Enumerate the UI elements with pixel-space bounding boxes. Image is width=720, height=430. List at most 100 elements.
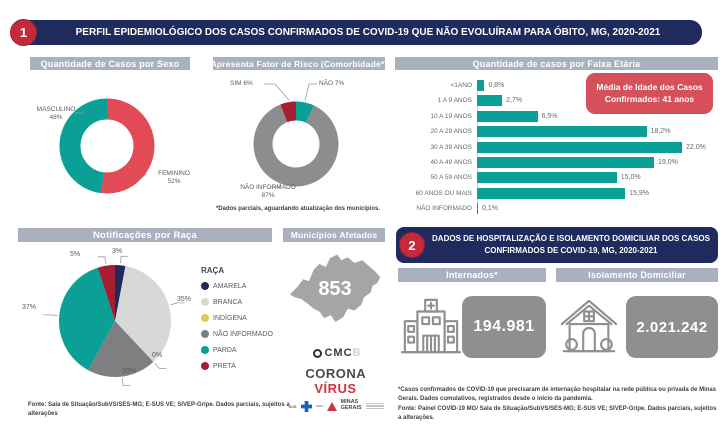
bar-category-label: 1 A 9 ANOS — [437, 97, 472, 105]
sus-logo-text: SUS — [288, 403, 297, 409]
legend-label: AMARELA — [213, 282, 247, 290]
raca-label-parda: 37% — [22, 304, 36, 312]
footnote-right: *Casos confirmados de COVID-19 que preci… — [398, 386, 718, 423]
internados-value: 194.981 — [473, 318, 535, 335]
panel-raca-header: Notificações por Raça — [18, 228, 272, 242]
leader-line — [121, 378, 131, 386]
bar-row-n-o-informado: NÃO INFORMADO 0,1% — [398, 203, 718, 214]
isolamento-title: Isolamento Domiciliar — [588, 270, 686, 280]
legend-item-parda: PARDA — [201, 342, 273, 358]
comorbidade-label-sim-value: 6% — [243, 80, 253, 87]
bar-value-label: 18,2% — [650, 128, 671, 136]
panel-comorbidade-header: Apresenta Fator de Risco (Comorbidade*) — [211, 57, 387, 70]
section2-badge-number: 2 — [408, 237, 416, 253]
section1-header: PERFIL EPIDEMIOLÓGICO DOS CASOS CONFIRMA… — [18, 20, 702, 45]
cmc-logo-icon — [313, 348, 323, 358]
logo-divider — [315, 405, 323, 407]
comorbidade-footnote: *Dados parciais, aguardando atualização … — [198, 205, 398, 214]
raca-label-amarela: 3% — [112, 248, 122, 256]
sexo-donut-chart — [59, 98, 155, 194]
bar-fill — [477, 141, 682, 153]
raca-value-nao-informado: 20% — [122, 368, 137, 375]
pie-slice-não-informado — [88, 321, 154, 377]
bar-category-label: NÃO INFORMADO — [416, 205, 472, 212]
section2-title: DADOS DE HOSPITALIZAÇÃO E ISOLAMENTO DOM… — [432, 234, 710, 255]
panel-municipios-title: Municípios Afetados — [290, 230, 378, 240]
bar-row-1-a-9-anos: 1 A 9 ANOS 2,7% — [398, 95, 718, 107]
raca-value-indigena: 0% — [152, 352, 163, 359]
legend-swatch — [201, 330, 209, 338]
bar-track: 0,8% — [477, 80, 718, 91]
bar-track: 6,5% — [477, 110, 718, 122]
sexo-label-feminino-value: 52% — [167, 177, 181, 185]
legend-item-branca: BRANCA — [201, 294, 273, 310]
faixa-callout-media-idade: Média de Idade dos Casos Confirmados: 41… — [586, 73, 713, 114]
pie-slice-branca — [115, 265, 172, 362]
comorbidade-label-nao-informado: NÃO INFORMADO 87% — [226, 184, 310, 200]
bar-category-label: 10 A 19 ANOS — [430, 112, 472, 120]
raca-value-amarela: 3% — [112, 248, 123, 255]
legend-item-preta: PRETA — [201, 358, 273, 374]
bar-track: 22,0% — [477, 141, 718, 153]
bar-track: 15,0% — [477, 172, 718, 184]
leader-line — [271, 180, 281, 188]
internados-header: Internados* — [398, 268, 546, 282]
section1-badge-number: 1 — [19, 25, 28, 40]
comorbidade-donut-chart — [253, 83, 339, 188]
donut-segment-masculino — [59, 98, 108, 194]
bar-track: 15,9% — [477, 187, 718, 199]
minas-gerais-map — [289, 254, 381, 322]
donut-segment-não — [295, 101, 315, 123]
house-icon — [560, 299, 618, 353]
footnote-right-2: Fonte: Painel COVID-19 MG/ Sala de Situa… — [398, 406, 717, 422]
municipios-count: 853 — [305, 278, 365, 301]
bar-value-label: 15,0% — [620, 174, 641, 182]
cmc-logo-suffix: B — [352, 347, 361, 359]
donut-segment-não-informado — [253, 104, 339, 187]
bar-category-label: 40 A 49 ANOS — [430, 158, 472, 166]
panel-faixa-title: Quantidade de casos por Faixa Etária — [472, 58, 641, 69]
bar-value-label: 0,8% — [488, 82, 505, 89]
minas-gerais-logo-fineprint — [365, 402, 384, 411]
minas-gerais-line1: MINAS — [340, 399, 359, 406]
legend-swatch — [201, 298, 209, 306]
footnote-left: Fonte: Sala de Situação/SubVS/SES-MG; E-… — [28, 401, 308, 418]
leader-line — [97, 256, 107, 264]
bar-value-label: 22,0% — [686, 143, 706, 151]
bar-value-label: 2,7% — [506, 97, 523, 105]
raca-value-branca: 35% — [177, 296, 192, 303]
internados-title: Internados* — [446, 270, 498, 280]
bar-track: 0,1% — [477, 203, 718, 214]
footnote-left-text: Fonte: Sala de Situação/SubVS/SES-MG; E-… — [28, 402, 290, 417]
bar-fill — [477, 95, 503, 107]
minas-gerais-line2: GERAIS — [340, 405, 362, 411]
bar-row-40-a-49-anos: 40 A 49 ANOS 19,0% — [398, 156, 718, 168]
coronavirus-logo-virus: VÍRUS — [314, 381, 357, 396]
raca-value-preta: 5% — [70, 251, 81, 258]
panel-sexo-title: Quantidade de Casos por Sexo — [40, 58, 180, 69]
sexo-label-feminino-name: FEMININO — [158, 170, 190, 177]
legend-swatch — [201, 346, 209, 354]
bar-fill — [477, 156, 655, 168]
bar-fill — [477, 187, 626, 199]
leader-line — [304, 83, 317, 102]
legend-label: PARDA — [213, 346, 237, 354]
bar-value-label: 6,5% — [541, 112, 558, 120]
section1-badge: 1 — [10, 19, 37, 46]
pie-slice-amarela — [115, 265, 126, 321]
bar-row-50-a-59-anos: 50 A 59 ANOS 15,0% — [398, 172, 718, 184]
municipios-count-text: 853 — [318, 278, 352, 300]
legend-item-amarela: AMARELA — [201, 278, 273, 294]
raca-value-parda: 37% — [22, 304, 37, 311]
bar-value-label: 0,1% — [482, 205, 498, 212]
comorbidade-label-nao-value: 7% — [334, 80, 345, 87]
comorbidade-label-ni-value: 87% — [261, 191, 275, 199]
raca-legend: RAÇA AMARELA BRANCA INDÍGENA NÃO INFORMADO P… — [201, 266, 273, 374]
legend-item-indígena: INDÍGENA — [201, 310, 273, 326]
bar-fill — [477, 80, 485, 91]
leader-line — [154, 363, 167, 369]
leader-line — [43, 314, 58, 316]
bar-category-label: 30 A 39 ANOS — [430, 143, 472, 151]
bar-value-label: 19,0% — [658, 158, 678, 166]
pie-slice-preta — [97, 265, 115, 321]
